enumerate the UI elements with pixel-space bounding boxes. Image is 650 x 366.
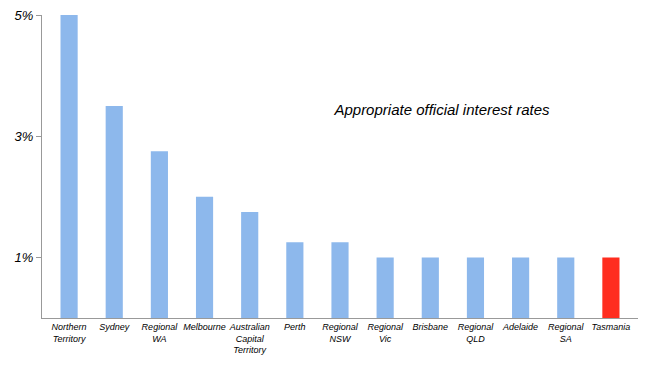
svg-text:5%: 5% <box>15 8 34 23</box>
svg-text:RegionalSA: RegionalSA <box>548 322 585 344</box>
svg-text:RegionalNSW: RegionalNSW <box>322 322 359 344</box>
svg-text:Perth: Perth <box>284 322 306 332</box>
svg-text:AustralianCapitalTerritory: AustralianCapitalTerritory <box>229 322 270 355</box>
svg-text:Appropriate official interest: Appropriate official interest rates <box>333 101 550 118</box>
svg-text:RegionalQLD: RegionalQLD <box>458 322 495 344</box>
svg-text:Melbourne: Melbourne <box>183 322 226 332</box>
svg-text:3%: 3% <box>15 129 34 144</box>
svg-text:Adelaide: Adelaide <box>502 322 538 332</box>
svg-text:Brisbane: Brisbane <box>413 322 449 332</box>
svg-text:NorthernTerritory: NorthernTerritory <box>52 322 87 344</box>
svg-text:RegionalVic: RegionalVic <box>367 322 404 344</box>
svg-text:Tasmania: Tasmania <box>592 322 631 332</box>
svg-text:1%: 1% <box>15 250 34 265</box>
svg-text:Sydney: Sydney <box>99 322 130 332</box>
svg-text:RegionalWA: RegionalWA <box>142 322 179 344</box>
